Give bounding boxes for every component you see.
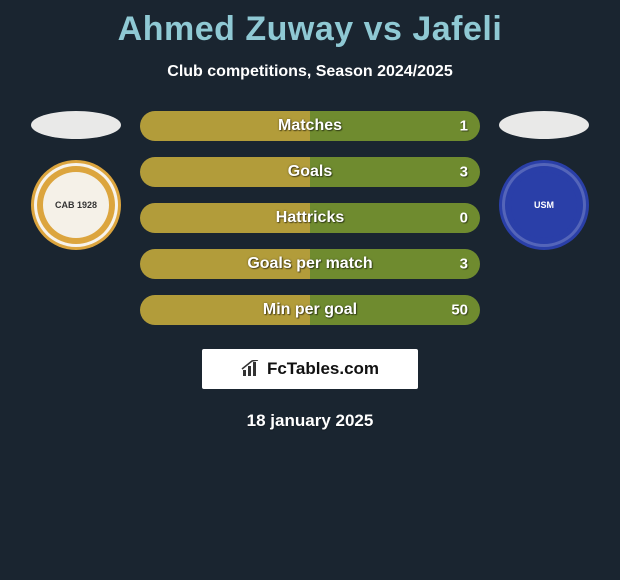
subtitle: Club competitions, Season 2024/2025 [0,63,620,81]
left-oval [31,111,121,139]
bar-label: Hattricks [276,209,344,227]
stat-bar: Matches 1 [140,111,480,141]
right-oval [499,111,589,139]
bar-value-right: 1 [460,118,468,135]
stat-bar: Goals per match 3 [140,249,480,279]
stat-bar: Goals 3 [140,157,480,187]
left-badge-text: CAB 1928 [55,200,97,210]
right-team-badge: USM [502,163,586,247]
bar-label: Goals [288,163,332,181]
bar-value-right: 50 [451,302,468,319]
logo-text: FcTables.com [267,359,379,379]
bar-value-right: 3 [460,164,468,181]
left-team-badge: CAB 1928 [34,163,118,247]
date-text: 18 january 2025 [0,411,620,431]
right-badge-text: USM [534,200,554,210]
main-row: CAB 1928 Matches 1 Goals 3 Hattricks 0 Goals p… [0,111,620,325]
stat-bar: Min per goal 50 [140,295,480,325]
page-title: Ahmed Zuway vs Jafeli [0,0,620,49]
bar-label: Matches [278,117,342,135]
bar-label: Min per goal [263,301,357,319]
bar-right-segment [310,157,480,187]
bar-value-right: 3 [460,256,468,273]
right-column: USM [494,111,594,247]
stat-bars: Matches 1 Goals 3 Hattricks 0 Goals per match 3… [140,111,480,325]
logo-box: FcTables.com [202,349,418,389]
bar-value-right: 0 [460,210,468,227]
chart-icon [241,360,261,378]
stat-bar: Hattricks 0 [140,203,480,233]
bar-label: Goals per match [247,255,372,273]
left-column: CAB 1928 [26,111,126,247]
content-wrapper: Ahmed Zuway vs Jafeli Club competitions,… [0,0,620,431]
bar-left-segment [140,157,310,187]
